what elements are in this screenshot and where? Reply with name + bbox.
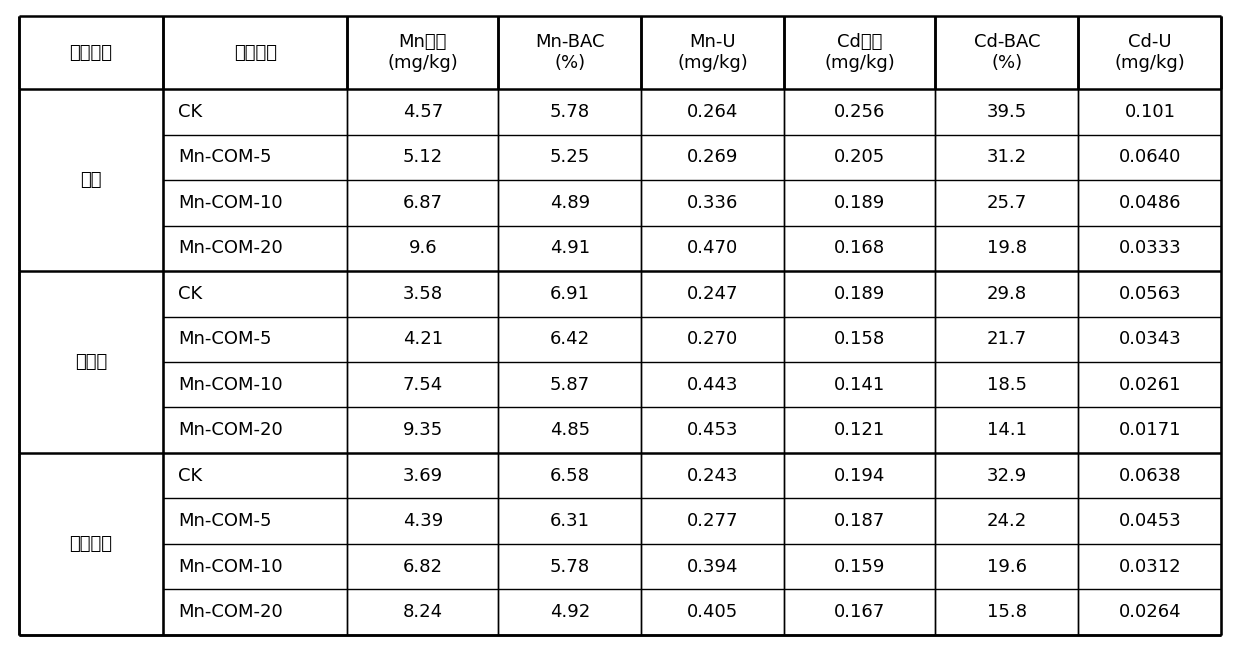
Text: 18.5: 18.5 xyxy=(987,376,1027,394)
Text: 0.167: 0.167 xyxy=(835,603,885,621)
Text: 0.247: 0.247 xyxy=(687,284,739,303)
Text: 9.6: 9.6 xyxy=(408,240,438,257)
Text: Mn-BAC
(%): Mn-BAC (%) xyxy=(536,33,605,72)
Text: 0.405: 0.405 xyxy=(687,603,739,621)
Text: Mn含量
(mg/kg): Mn含量 (mg/kg) xyxy=(387,33,459,72)
Text: 0.394: 0.394 xyxy=(687,557,739,575)
Text: CK: CK xyxy=(177,103,202,121)
Text: 19.6: 19.6 xyxy=(987,557,1027,575)
Text: 0.101: 0.101 xyxy=(1125,103,1176,121)
Text: 喷施处理: 喷施处理 xyxy=(233,44,277,62)
Text: 0.0312: 0.0312 xyxy=(1118,557,1182,575)
Text: 4.39: 4.39 xyxy=(403,512,443,530)
Text: 21.7: 21.7 xyxy=(987,330,1027,348)
Text: 0.0453: 0.0453 xyxy=(1118,512,1182,530)
Text: 0.0333: 0.0333 xyxy=(1118,240,1182,257)
Text: 0.243: 0.243 xyxy=(687,467,739,484)
Text: Mn-COM-10: Mn-COM-10 xyxy=(177,194,283,212)
Text: 4.91: 4.91 xyxy=(549,240,590,257)
Text: 0.0563: 0.0563 xyxy=(1118,284,1182,303)
Text: Mn-COM-10: Mn-COM-10 xyxy=(177,376,283,394)
Text: 5.78: 5.78 xyxy=(549,103,590,121)
Text: 0.0486: 0.0486 xyxy=(1118,194,1182,212)
Text: 25.7: 25.7 xyxy=(987,194,1027,212)
Text: 0.0343: 0.0343 xyxy=(1118,330,1182,348)
Text: 0.0640: 0.0640 xyxy=(1118,148,1180,167)
Text: 0.187: 0.187 xyxy=(835,512,885,530)
Text: 19.8: 19.8 xyxy=(987,240,1027,257)
Text: 4.57: 4.57 xyxy=(403,103,443,121)
Text: 早华冠: 早华冠 xyxy=(74,353,107,371)
Text: 寒绿: 寒绿 xyxy=(81,171,102,189)
Text: 3.58: 3.58 xyxy=(403,284,443,303)
Text: 0.470: 0.470 xyxy=(687,240,739,257)
Text: 6.91: 6.91 xyxy=(549,284,590,303)
Text: 29.8: 29.8 xyxy=(987,284,1027,303)
Text: 0.0171: 0.0171 xyxy=(1118,421,1182,439)
Text: 4.85: 4.85 xyxy=(549,421,590,439)
Text: Mn-COM-20: Mn-COM-20 xyxy=(177,421,283,439)
Text: Mn-COM-5: Mn-COM-5 xyxy=(177,512,272,530)
Text: 0.0261: 0.0261 xyxy=(1118,376,1182,394)
Text: 6.82: 6.82 xyxy=(403,557,443,575)
Text: 0.277: 0.277 xyxy=(687,512,739,530)
Text: Mn-COM-5: Mn-COM-5 xyxy=(177,148,272,167)
Text: 0.205: 0.205 xyxy=(835,148,885,167)
Text: Mn-COM-5: Mn-COM-5 xyxy=(177,330,272,348)
Text: 0.0638: 0.0638 xyxy=(1118,467,1182,484)
Text: 6.31: 6.31 xyxy=(549,512,590,530)
Text: 0.256: 0.256 xyxy=(835,103,885,121)
Text: 32.9: 32.9 xyxy=(987,467,1027,484)
Text: 4.89: 4.89 xyxy=(549,194,590,212)
Text: CK: CK xyxy=(177,467,202,484)
Text: 4.21: 4.21 xyxy=(403,330,443,348)
Text: 5.87: 5.87 xyxy=(549,376,590,394)
Text: 0.264: 0.264 xyxy=(687,103,739,121)
Text: 9.35: 9.35 xyxy=(403,421,443,439)
Text: Mn-U
(mg/kg): Mn-U (mg/kg) xyxy=(677,33,748,72)
Text: 24.2: 24.2 xyxy=(987,512,1027,530)
Text: 0.189: 0.189 xyxy=(835,194,885,212)
Text: 6.87: 6.87 xyxy=(403,194,443,212)
Text: 0.159: 0.159 xyxy=(835,557,885,575)
Text: 0.158: 0.158 xyxy=(835,330,885,348)
Text: 6.58: 6.58 xyxy=(549,467,590,484)
Text: 5.78: 5.78 xyxy=(549,557,590,575)
Text: Mn-COM-10: Mn-COM-10 xyxy=(177,557,283,575)
Text: CK: CK xyxy=(177,284,202,303)
Text: 39.5: 39.5 xyxy=(987,103,1027,121)
Text: 0.270: 0.270 xyxy=(687,330,739,348)
Text: 6.42: 6.42 xyxy=(549,330,590,348)
Text: Mn-COM-20: Mn-COM-20 xyxy=(177,240,283,257)
Text: 0.194: 0.194 xyxy=(835,467,885,484)
Text: 0.269: 0.269 xyxy=(687,148,739,167)
Text: 5.12: 5.12 xyxy=(403,148,443,167)
Text: Cd-BAC
(%): Cd-BAC (%) xyxy=(973,33,1040,72)
Text: 15.8: 15.8 xyxy=(987,603,1027,621)
Text: 0.141: 0.141 xyxy=(835,376,885,394)
Text: Mn-COM-20: Mn-COM-20 xyxy=(177,603,283,621)
Text: 5.25: 5.25 xyxy=(549,148,590,167)
Text: 油菜品种: 油菜品种 xyxy=(69,44,113,62)
Text: 0.0264: 0.0264 xyxy=(1118,603,1182,621)
Text: 31.2: 31.2 xyxy=(987,148,1027,167)
Text: 0.443: 0.443 xyxy=(687,376,739,394)
Text: 14.1: 14.1 xyxy=(987,421,1027,439)
Text: 8.24: 8.24 xyxy=(403,603,443,621)
Text: 7.54: 7.54 xyxy=(403,376,443,394)
Text: 川田惠子: 川田惠子 xyxy=(69,535,113,553)
Text: 0.336: 0.336 xyxy=(687,194,739,212)
Text: 0.189: 0.189 xyxy=(835,284,885,303)
Text: 0.168: 0.168 xyxy=(835,240,885,257)
Text: Cd含量
(mg/kg): Cd含量 (mg/kg) xyxy=(825,33,895,72)
Text: 0.453: 0.453 xyxy=(687,421,739,439)
Text: 3.69: 3.69 xyxy=(403,467,443,484)
Text: 0.121: 0.121 xyxy=(835,421,885,439)
Text: 4.92: 4.92 xyxy=(549,603,590,621)
Text: Cd-U
(mg/kg): Cd-U (mg/kg) xyxy=(1115,33,1185,72)
